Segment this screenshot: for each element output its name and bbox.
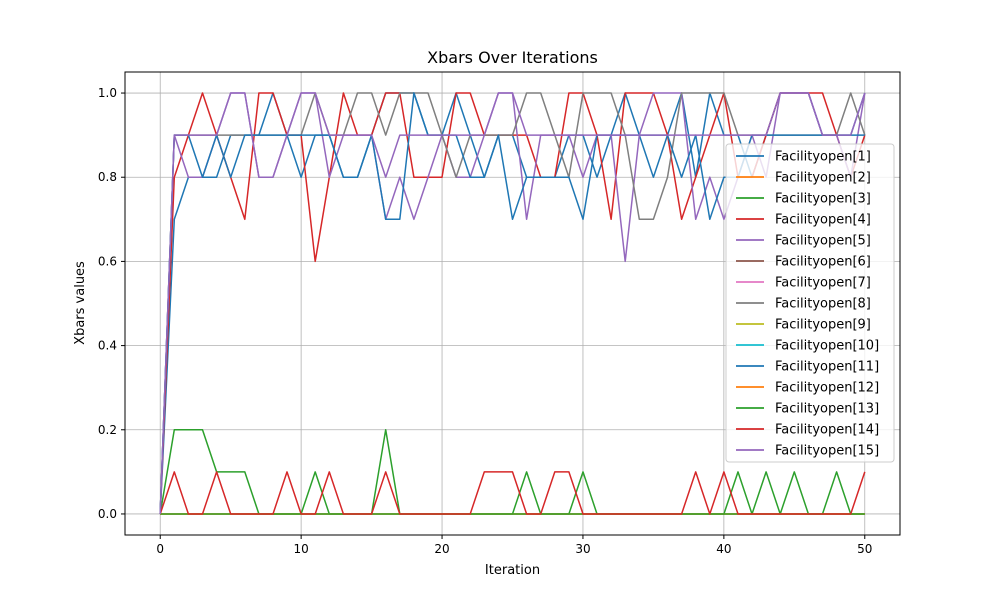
- series-line-14: [159, 471, 866, 515]
- x-tick-label: 20: [434, 542, 449, 556]
- y-tick-label: 0.6: [98, 254, 117, 268]
- legend-label: Facilityopen[7]: [775, 276, 871, 291]
- legend-label: Facilityopen[3]: [775, 192, 871, 207]
- x-tick-label: 40: [716, 542, 731, 556]
- legend-label: Facilityopen[8]: [775, 297, 871, 312]
- x-tick-label: 0: [156, 542, 164, 556]
- legend-label: Facilityopen[11]: [775, 360, 879, 375]
- legend-label: Facilityopen[6]: [775, 255, 871, 270]
- y-tick-label: 1.0: [98, 86, 117, 100]
- legend-label: Facilityopen[1]: [775, 150, 871, 165]
- plot-frame: [124, 71, 901, 536]
- x-axis-title: Iteration: [485, 563, 540, 578]
- legend-label: Facilityopen[4]: [775, 213, 871, 228]
- series-line-15: [159, 92, 866, 515]
- legend-box: [725, 143, 895, 463]
- chart-title: Xbars Over Iterations: [427, 48, 598, 67]
- legend-label: Facilityopen[15]: [775, 444, 879, 459]
- y-tick-label: 0.8: [98, 170, 117, 184]
- y-tick-label: 0.0: [98, 507, 117, 521]
- x-tick-label: 10: [293, 542, 308, 556]
- legend-label: Facilityopen[2]: [775, 171, 871, 186]
- legend-label: Facilityopen[9]: [775, 318, 871, 333]
- y-tick-label: 0.4: [98, 339, 117, 353]
- legend: Facilityopen[1] Facilityopen[2] Facilityop…: [725, 143, 895, 463]
- legend-label: Facilityopen[14]: [775, 423, 879, 438]
- x-tick-label: 50: [857, 542, 872, 556]
- y-tick-label: 0.2: [98, 423, 117, 437]
- legend-label: Facilityopen[10]: [775, 339, 879, 354]
- legend-label: Facilityopen[12]: [775, 381, 879, 396]
- legend-label: Facilityopen[13]: [775, 402, 879, 417]
- legend-label: Facilityopen[5]: [775, 234, 871, 249]
- ticks: 0 10 20 30 40 50 0.0 0.2 0.4 0.6 0.8 1.0: [98, 86, 873, 556]
- x-tick-label: 30: [575, 542, 590, 556]
- y-axis-title: Xbars values: [73, 261, 88, 345]
